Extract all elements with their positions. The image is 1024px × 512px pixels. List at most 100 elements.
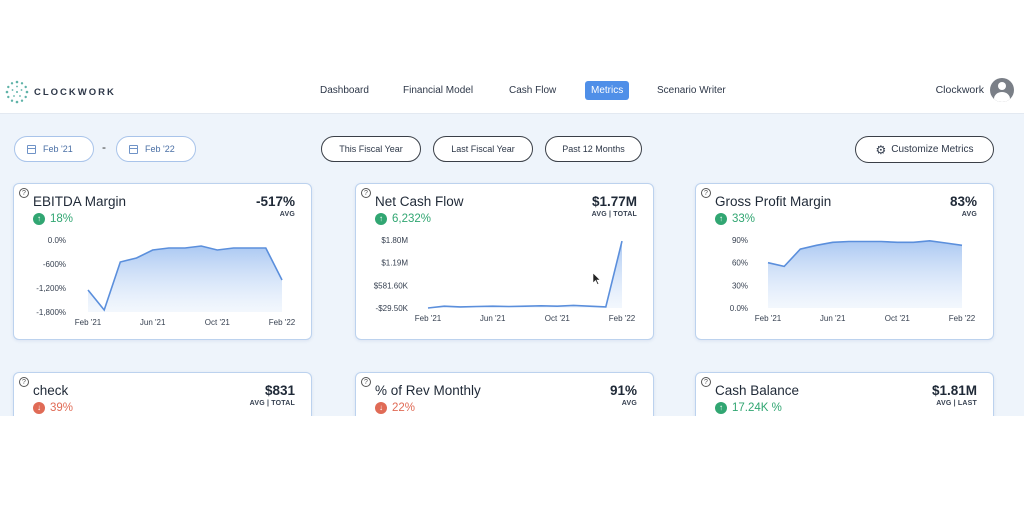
metric-change: ↓ 22% <box>375 402 415 414</box>
metric-value-type: AVG <box>279 211 295 218</box>
calendar-icon <box>129 144 138 154</box>
logo[interactable]: CLOCKWORK <box>4 79 116 105</box>
date-to-label: Feb '22 <box>145 144 175 154</box>
date-to-picker[interactable]: Feb '22 <box>116 136 196 162</box>
metric-card-gross-profit-margin[interactable]: 90% 60% 30% 0.0% Feb '21 Jun '21 Oct '21 Feb '2… <box>695 183 994 340</box>
metric-value: $831 <box>264 383 295 398</box>
metric-value: 91% <box>609 383 637 398</box>
help-icon[interactable]: ? <box>361 188 371 198</box>
metric-value-type: AVG <box>621 400 637 407</box>
metric-change: ↑ 17.24K % <box>715 402 782 414</box>
y-tick-label: 0.0% <box>48 236 66 245</box>
gross-profit-margin-chart: 90% 60% 30% 0.0% Feb '21 Jun '21 Oct '21 Feb '2… <box>730 236 976 323</box>
nav-financial-model[interactable]: Financial Model <box>403 85 474 96</box>
metric-value-type: AVG | TOTAL <box>249 400 295 407</box>
date-from-picker[interactable]: Feb '21 <box>14 136 94 162</box>
ebitda-margin-chart: 0.0% -600% -1,200% -1,800% Feb '21 Jun '21 Oct… <box>36 236 296 327</box>
series-line <box>767 239 963 268</box>
gear-icon: ⚙ <box>875 142 887 157</box>
x-tick-label: Jun '21 <box>480 314 506 323</box>
metric-value-type: AVG | TOTAL <box>591 211 637 218</box>
metric-value: $1.81M <box>931 383 977 398</box>
series-line <box>427 240 623 309</box>
y-tick-label: -$29.50K <box>376 304 409 313</box>
avatar-icon[interactable] <box>990 78 1014 102</box>
metric-card-cash-balance[interactable]: ? Cash Balance $1.81M AVG | LAST ↑ 17.24… <box>695 372 994 416</box>
net-cash-flow-chart: $1.80M $1.19M $581.60K -$29.50K Feb '21 Jun '… <box>374 236 636 323</box>
metric-card-ebitda-margin[interactable]: 0.0% -600% -1,200% -1,800% Feb '21 Jun '21 Oct… <box>13 183 312 340</box>
help-icon[interactable]: ? <box>701 188 711 198</box>
user-name: Clockwork <box>935 84 984 96</box>
metric-title: check <box>33 383 69 398</box>
user-menu[interactable]: Clockwork <box>936 78 1014 102</box>
arrow-down-icon: ↓ <box>375 402 387 414</box>
y-tick-label: 90% <box>732 236 748 245</box>
metric-change-value: 39% <box>50 402 74 414</box>
metric-card-net-cash-flow[interactable]: $1.80M $1.19M $581.60K -$29.50K Feb '21 Jun '… <box>355 183 654 340</box>
x-tick-label: Feb '22 <box>949 314 976 323</box>
series-line <box>87 245 283 312</box>
metric-change: ↑ 18% <box>33 213 73 225</box>
y-tick-label: 30% <box>732 281 748 290</box>
customize-metrics-button[interactable]: ⚙ Customize Metrics <box>855 136 994 163</box>
x-tick-label: Feb '21 <box>75 318 102 327</box>
arrow-up-icon: ↑ <box>715 402 727 414</box>
this-fiscal-year-button[interactable]: This Fiscal Year <box>321 136 421 162</box>
x-tick-label: Feb '22 <box>609 314 636 323</box>
y-tick-label: -1,800% <box>36 308 66 317</box>
nav-metrics[interactable]: Metrics <box>585 81 630 100</box>
x-tick-label: Feb '21 <box>755 314 782 323</box>
metric-title: % of Rev Monthly <box>375 383 481 398</box>
date-separator: - <box>102 140 106 154</box>
help-icon[interactable]: ? <box>361 377 371 387</box>
metric-change-value: 17.24K % <box>732 402 782 414</box>
top-navigation-bar: CLOCKWORK Dashboard Financial Model Cash… <box>0 69 1024 114</box>
metric-value: -517% <box>255 194 295 209</box>
metric-card-rev-monthly[interactable]: ? % of Rev Monthly 91% AVG ↓ 22% <box>355 372 654 416</box>
nav-cash-flow[interactable]: Cash Flow <box>509 85 557 96</box>
metric-value: $1.77M <box>591 194 637 209</box>
series-area <box>768 240 962 308</box>
mouse-cursor-icon <box>593 273 601 285</box>
series-area <box>88 246 282 312</box>
y-tick-label: 0.0% <box>730 304 748 313</box>
x-tick-label: Jun '21 <box>820 314 846 323</box>
metric-title: Net Cash Flow <box>375 194 464 209</box>
metric-change: ↑ 33% <box>715 213 755 225</box>
arrow-up-icon: ↑ <box>715 213 727 225</box>
logo-text: CLOCKWORK <box>34 86 116 98</box>
metric-change-value: 6,232% <box>392 213 432 225</box>
x-tick-label: Oct '21 <box>885 314 911 323</box>
nav-dashboard[interactable]: Dashboard <box>320 85 369 96</box>
y-tick-label: -1,200% <box>36 284 66 293</box>
metric-title: Cash Balance <box>715 383 800 398</box>
calendar-icon <box>27 144 36 154</box>
help-icon[interactable]: ? <box>19 188 29 198</box>
y-tick-label: $1.19M <box>381 259 408 268</box>
metric-title: Gross Profit Margin <box>715 194 832 209</box>
metric-change-value: 22% <box>392 402 416 414</box>
help-icon[interactable]: ? <box>19 377 29 387</box>
metric-title: EBITDA Margin <box>33 194 127 209</box>
past-12-months-button[interactable]: Past 12 Months <box>545 136 642 162</box>
x-tick-label: Oct '21 <box>545 314 571 323</box>
arrow-down-icon: ↓ <box>33 402 45 414</box>
metric-change: ↓ 39% <box>33 402 73 414</box>
last-fiscal-year-button[interactable]: Last Fiscal Year <box>433 136 533 162</box>
date-from-label: Feb '21 <box>43 144 73 154</box>
clockwork-logo-icon <box>5 80 29 104</box>
x-tick-label: Oct '21 <box>205 318 231 327</box>
customize-metrics-label: Customize Metrics <box>891 144 974 155</box>
metric-value-type: AVG | LAST <box>936 400 977 407</box>
x-tick-label: Feb '22 <box>269 318 296 327</box>
metric-value: 83% <box>949 194 977 209</box>
metric-change: ↑ 6,232% <box>375 213 431 225</box>
y-tick-label: $581.60K <box>374 281 409 290</box>
metric-card-check[interactable]: ? check $831 AVG | TOTAL ↓ 39% <box>13 372 312 416</box>
x-tick-label: Feb '21 <box>415 314 442 323</box>
app-window: CLOCKWORK Dashboard Financial Model Cash… <box>0 69 1024 416</box>
help-icon[interactable]: ? <box>701 377 711 387</box>
metric-value-type: AVG <box>961 211 977 218</box>
y-tick-label: 60% <box>732 259 748 268</box>
nav-scenario-writer[interactable]: Scenario Writer <box>657 85 726 96</box>
